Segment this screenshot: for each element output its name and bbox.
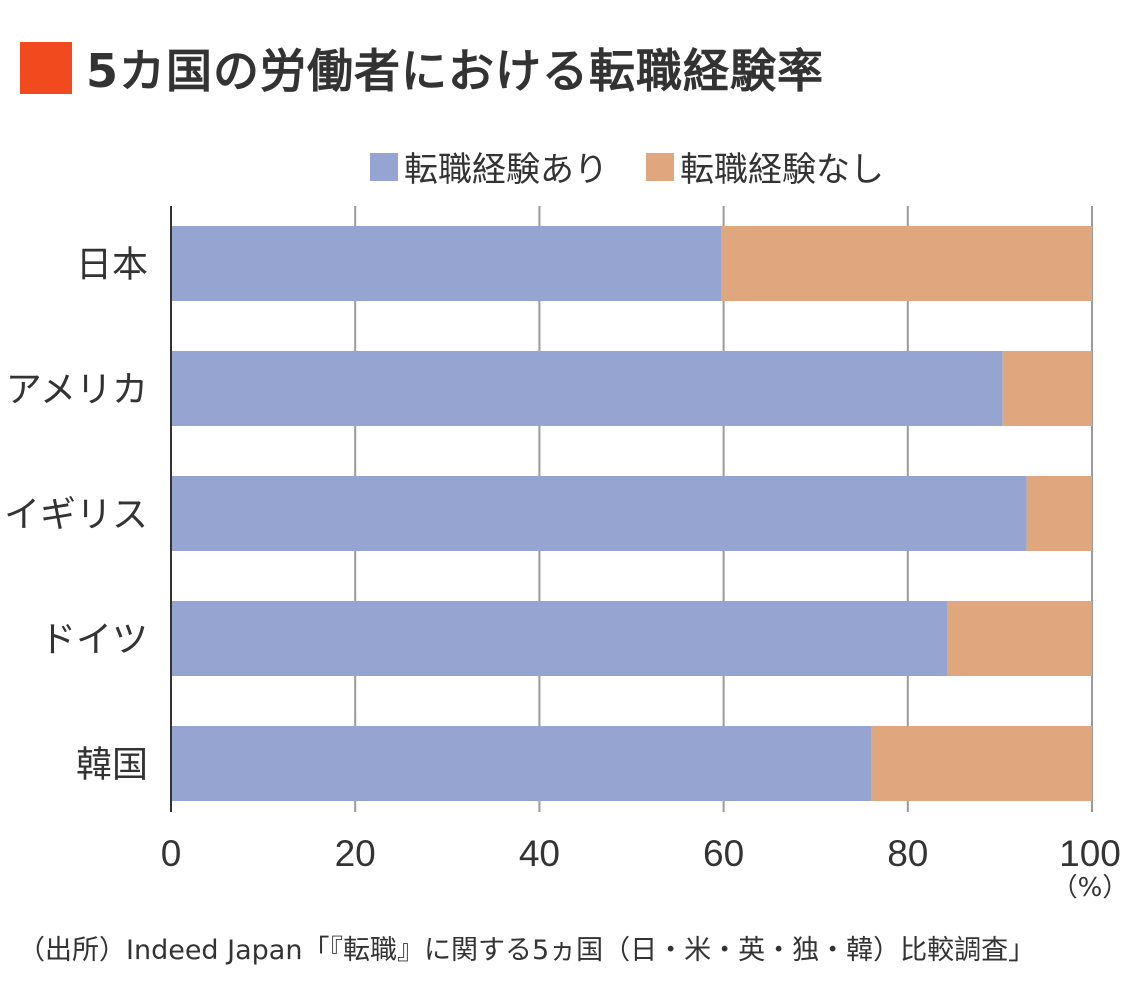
bar-without-experience-3 (947, 601, 1092, 676)
x-axis-unit: （%） (1052, 873, 1129, 903)
source-note: （出所）Indeed Japan「『転職』に関する5ヵ国（日・米・英・独・韓）比… (18, 935, 1036, 966)
bar-with-experience-4 (171, 726, 871, 801)
bar-without-experience-0 (721, 226, 1092, 301)
bar-without-experience-4 (870, 726, 1092, 801)
category-label-2: イギリス (4, 495, 148, 536)
legend-swatch-without-experience (646, 152, 674, 181)
legend-label-with-experience: 転職経験あり (404, 150, 608, 190)
bar-without-experience-1 (1002, 351, 1092, 426)
category-label-0: 日本 (76, 245, 148, 286)
x-tick-label-60: 60 (703, 833, 744, 874)
title-accent-square (20, 42, 72, 94)
x-tick-label-0: 0 (161, 833, 182, 874)
bar-with-experience-1 (171, 351, 1003, 426)
legend: 転職経験あり 転職経験なし (370, 142, 922, 191)
chart-title-row: 5カ国の労働者における転職経験率 (20, 40, 824, 98)
category-label-4: 韓国 (76, 745, 148, 786)
bar-with-experience-0 (171, 226, 722, 301)
bar-with-experience-3 (171, 601, 948, 676)
legend-label-without-experience: 転職経験なし (680, 150, 884, 190)
category-label-3: ドイツ (40, 620, 148, 661)
bar-with-experience-2 (171, 476, 1027, 551)
legend-item-with-experience: 転職経験あり (370, 142, 608, 191)
category-label-1: アメリカ (6, 370, 148, 411)
x-tick-label-20: 20 (335, 833, 376, 874)
x-tick-label-80: 80 (887, 833, 928, 874)
legend-swatch-with-experience (370, 152, 398, 181)
x-tick-label-40: 40 (519, 833, 560, 874)
bar-without-experience-2 (1026, 476, 1092, 551)
legend-item-without-experience: 転職経験なし (646, 142, 884, 191)
chart-title: 5カ国の労働者における転職経験率 (86, 44, 825, 98)
x-tick-label-100: 100 (1059, 833, 1121, 874)
